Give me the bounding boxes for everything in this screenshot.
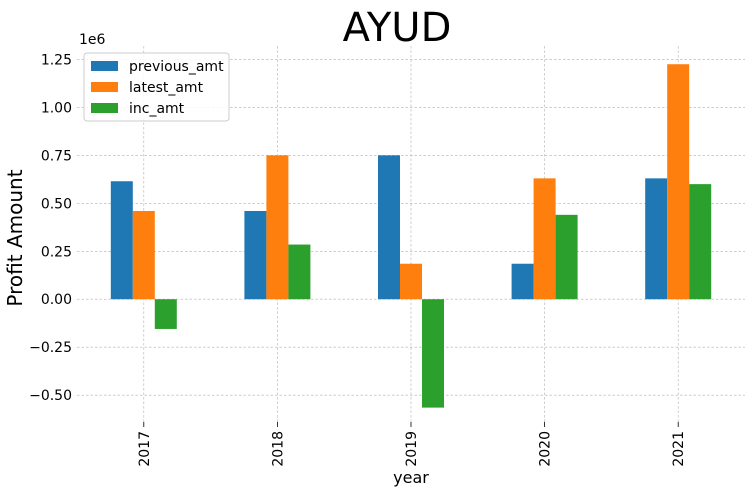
x-tick-label: 2018: [270, 431, 286, 467]
bar-inc_amt: [689, 184, 712, 300]
bar-previous_amt: [378, 155, 400, 300]
bar-latest_amt: [533, 178, 556, 300]
y-axis-label: Profit Amount: [3, 169, 27, 306]
bars: [110, 64, 712, 408]
legend-swatch: [91, 82, 118, 92]
y-tick-label: 1.00: [41, 100, 72, 116]
y-tick-label: 0.75: [41, 148, 72, 164]
legend-frame: [83, 52, 230, 122]
y-tick-label: 0.50: [41, 196, 72, 212]
x-tick-label: 2021: [671, 431, 687, 467]
bar-previous_amt: [244, 210, 267, 300]
legend-swatch: [91, 103, 118, 113]
legend: previous_amt latest_amt inc_amt: [83, 52, 230, 122]
x-axis: 2017 2018 2019 2020 2021: [137, 422, 687, 467]
x-tick-label: 2017: [137, 431, 153, 467]
y-tick-label: 0.25: [41, 244, 72, 260]
bar-latest_amt: [400, 263, 422, 300]
legend-label: previous_amt: [129, 59, 224, 75]
bar-previous_amt: [511, 263, 534, 300]
bar-inc_amt: [288, 244, 311, 300]
chart-title: AYUD: [343, 5, 452, 51]
y-tick-label: −0.50: [29, 388, 72, 404]
bar-inc_amt: [555, 214, 578, 300]
x-axis-label: year: [393, 468, 429, 487]
y-scale-label: 1e6: [79, 32, 106, 48]
bar-inc_amt: [422, 299, 444, 408]
y-tick-label: 0.00: [41, 292, 72, 308]
x-tick-label: 2020: [538, 431, 554, 467]
bar-latest_amt: [132, 210, 155, 300]
bar-latest_amt: [667, 64, 690, 300]
x-tick-label: 2019: [404, 431, 420, 467]
bar-previous_amt: [645, 178, 668, 300]
legend-label: latest_amt: [129, 80, 204, 96]
y-tick-label: 1.25: [41, 52, 72, 68]
legend-label: inc_amt: [129, 101, 185, 117]
bar-inc_amt: [154, 299, 177, 329]
y-axis: −0.50 −0.25 0.00 0.25 0.50 0.75 1.00 1.25: [29, 52, 72, 404]
bar-previous_amt: [110, 181, 133, 300]
y-tick-label: −0.25: [29, 340, 72, 356]
bar-latest_amt: [266, 155, 289, 300]
legend-swatch: [91, 61, 118, 71]
